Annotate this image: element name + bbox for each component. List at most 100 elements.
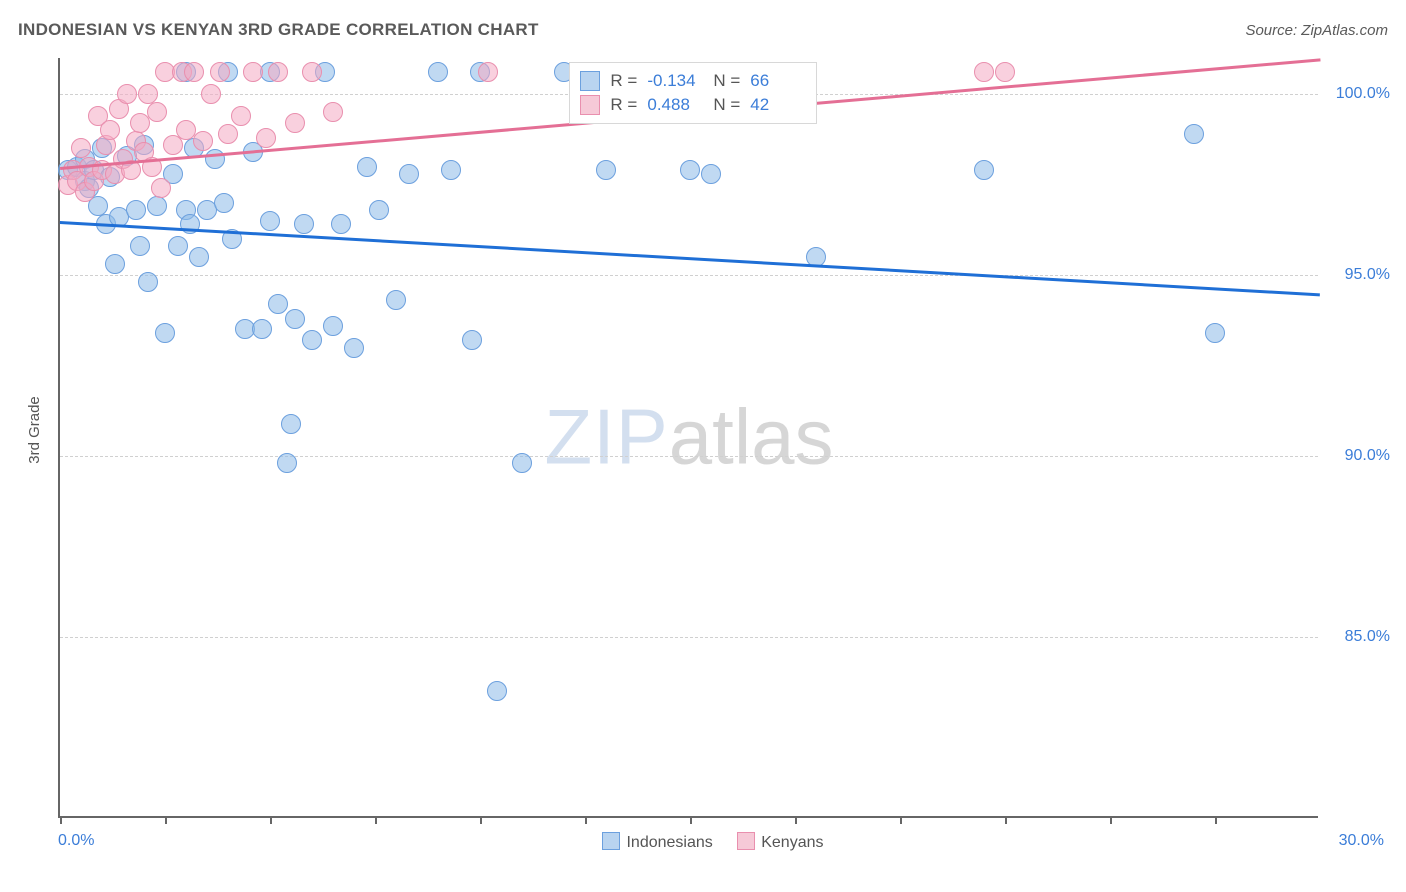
correlation-chart: INDONESIAN VS KENYAN 3RD GRADE CORRELATI… [0,0,1406,892]
data-point [193,131,213,151]
stat-row-series-0: R = -0.134 N = 66 [580,69,806,93]
legend-swatch-kenyans [737,832,755,850]
data-point [323,102,343,122]
y-tick-label: 95.0% [1345,266,1390,284]
legend-swatch-indonesians [602,832,620,850]
data-point [100,120,120,140]
data-point [1184,124,1204,144]
data-point [701,164,721,184]
x-tick [1110,816,1112,824]
r-label: R = [610,95,637,115]
data-point [386,290,406,310]
data-point [243,62,263,82]
data-point [214,193,234,213]
x-tick [795,816,797,824]
data-point [428,62,448,82]
legend-label-indonesians: Indonesians [626,834,712,851]
watermark-atlas: atlas [669,393,834,481]
stat-row-series-1: R = 0.488 N = 42 [580,93,806,117]
stat-swatch-1 [580,95,600,115]
data-point [399,164,419,184]
data-point [231,106,251,126]
n-value-0: 66 [750,71,806,91]
data-point [281,414,301,434]
data-point [302,330,322,350]
data-point [680,160,700,180]
x-tick [480,816,482,824]
data-point [147,196,167,216]
data-point [487,681,507,701]
data-point [294,214,314,234]
data-point [277,453,297,473]
watermark-zip: ZIP [544,393,668,481]
y-tick-label: 90.0% [1345,447,1390,465]
data-point [151,178,171,198]
chart-title: INDONESIAN VS KENYAN 3RD GRADE CORRELATI… [18,20,539,40]
stat-legend: R = -0.134 N = 66 R = 0.488 N = 42 [569,62,817,124]
data-point [218,124,238,144]
data-point [357,157,377,177]
data-point [256,128,276,148]
data-point [302,62,322,82]
data-point [252,319,272,339]
x-tick [1215,816,1217,824]
bottom-legend: Indonesians Kenyans [0,832,1406,852]
r-label: R = [610,71,637,91]
data-point [210,62,230,82]
data-point [323,316,343,336]
data-point [596,160,616,180]
data-point [138,84,158,104]
data-point [285,113,305,133]
data-point [268,62,288,82]
y-axis-title: 3rd Grade [26,396,43,464]
plot-area: ZIPatlas 85.0%90.0%95.0%100.0% [58,58,1318,818]
data-point [462,330,482,350]
data-point [168,236,188,256]
x-tick [585,816,587,824]
x-tick [165,816,167,824]
y-tick-label: 85.0% [1345,628,1390,646]
legend-label-kenyans: Kenyans [761,834,823,851]
source-label: Source: ZipAtlas.com [1245,22,1388,39]
data-point [71,138,91,158]
gridline [60,637,1318,638]
data-point [260,211,280,231]
data-point [478,62,498,82]
n-label: N = [713,95,740,115]
data-point [155,323,175,343]
data-point [974,160,994,180]
n-label: N = [713,71,740,91]
watermark: ZIPatlas [544,392,833,483]
r-value-0: -0.134 [647,71,703,91]
data-point [138,272,158,292]
data-point [201,84,221,104]
r-value-1: 0.488 [647,95,703,115]
data-point [126,200,146,220]
data-point [995,62,1015,82]
gridline [60,456,1318,457]
data-point [331,214,351,234]
x-tick [690,816,692,824]
x-tick [900,816,902,824]
data-point [147,102,167,122]
data-point [974,62,994,82]
y-tick-label: 100.0% [1336,85,1390,103]
gridline [60,275,1318,276]
data-point [512,453,532,473]
data-point [369,200,389,220]
data-point [344,338,364,358]
data-point [184,62,204,82]
data-point [130,236,150,256]
data-point [268,294,288,314]
x-tick [270,816,272,824]
n-value-1: 42 [750,95,806,115]
data-point [441,160,461,180]
x-tick [1005,816,1007,824]
data-point [105,254,125,274]
x-tick [60,816,62,824]
data-point [1205,323,1225,343]
data-point [285,309,305,329]
trendline [60,221,1320,296]
data-point [189,247,209,267]
stat-swatch-0 [580,71,600,91]
